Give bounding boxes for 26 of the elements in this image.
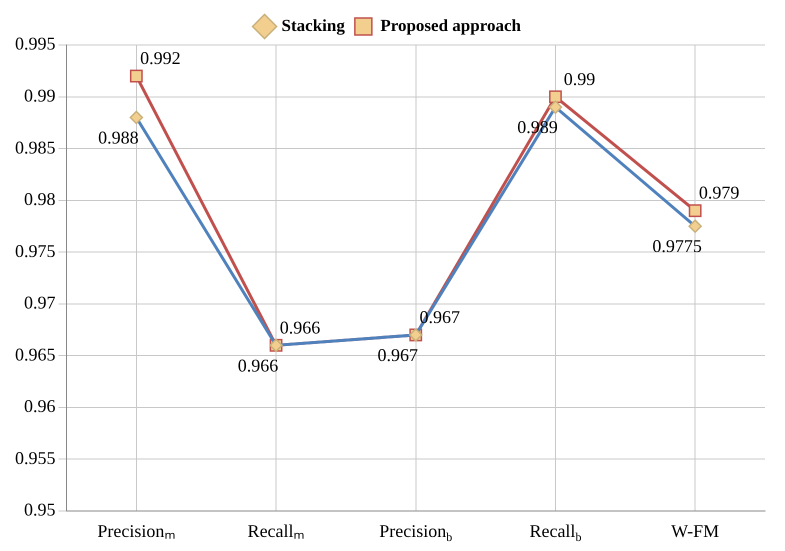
- data-label: 0.988: [98, 127, 139, 148]
- data-label: 0.99: [564, 68, 596, 89]
- x-tick-label: Recallₘ: [248, 521, 305, 541]
- data-label: 0.9775: [652, 236, 702, 256]
- y-tick-label: 0.98: [24, 189, 56, 210]
- y-tick-label: 0.965: [15, 344, 56, 364]
- y-tick-label: 0.995: [15, 34, 56, 54]
- y-tick-label: 0.96: [24, 396, 56, 416]
- data-label: 0.967: [378, 344, 418, 365]
- data-label: 0.992: [140, 48, 181, 68]
- y-tick-label: 0.95: [24, 500, 56, 520]
- point: [688, 204, 702, 218]
- point: [549, 90, 562, 104]
- y-tick-label: 0.975: [15, 240, 56, 261]
- y-tick-label: 0.985: [15, 137, 56, 158]
- data-label: 0.966: [238, 355, 278, 376]
- y-tick-label: 0.97: [24, 292, 56, 313]
- x-tick-label: Precisionₘ: [97, 521, 176, 541]
- point: [130, 70, 143, 82]
- y-tick-label: 0.955: [15, 448, 56, 468]
- x-tick-label: W-FM: [671, 521, 720, 541]
- legend-label: Stacking: [282, 16, 346, 35]
- y-tick-label: 0.99: [24, 86, 56, 106]
- data-label: 0.966: [280, 317, 320, 338]
- legend-label: Proposed approach: [380, 16, 522, 35]
- data-label: 0.979: [698, 182, 740, 203]
